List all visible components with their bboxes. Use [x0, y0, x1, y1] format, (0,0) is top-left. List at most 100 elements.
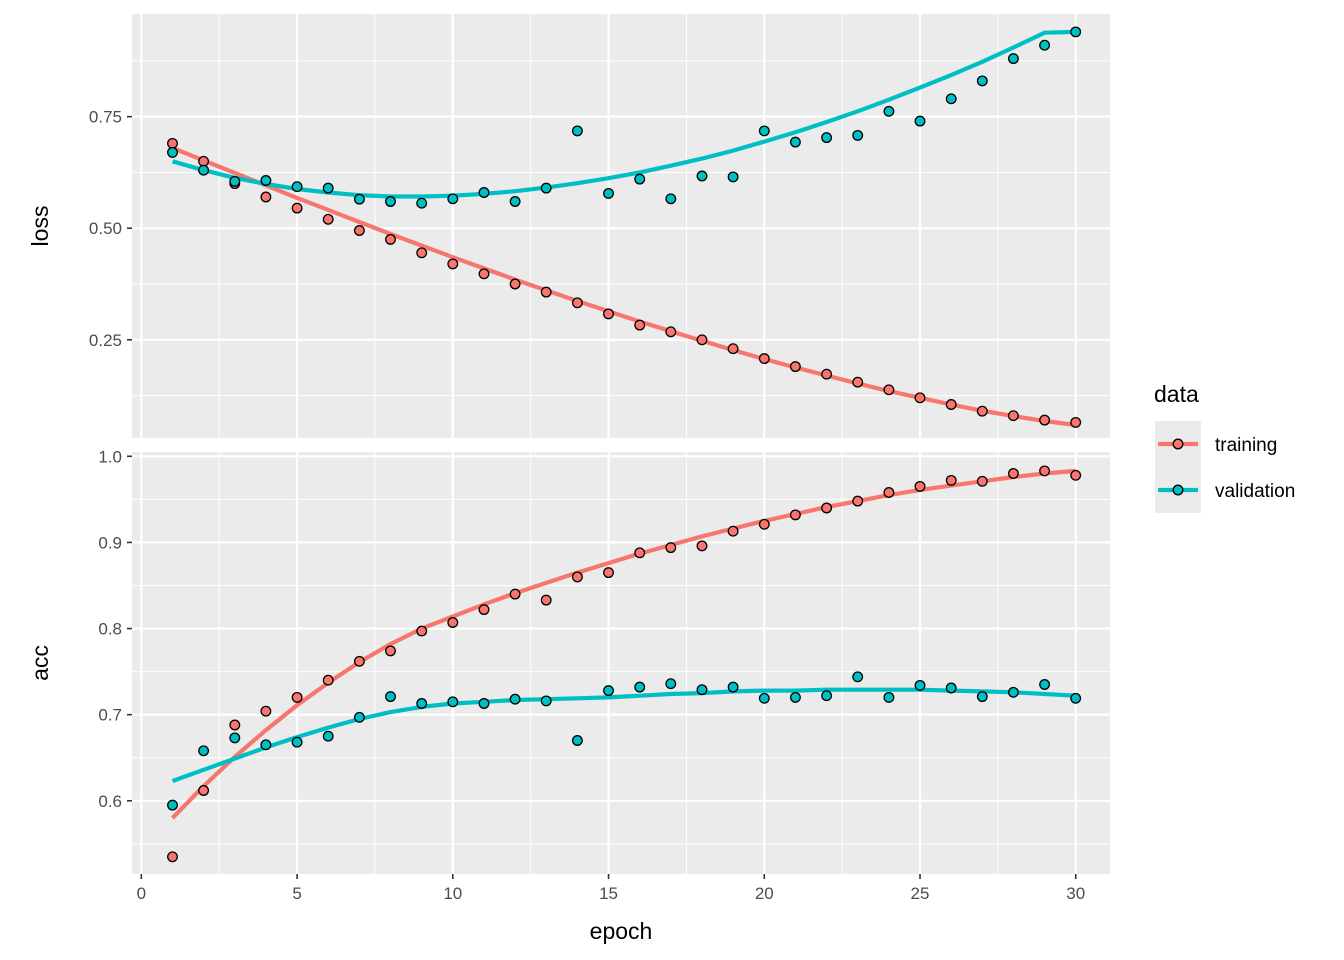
- data-point-validation: [758, 692, 770, 704]
- y-tick-label: 0.75: [89, 108, 122, 127]
- data-point-training: [852, 376, 864, 388]
- data-point-validation: [540, 695, 552, 707]
- data-point-validation: [976, 691, 988, 703]
- legend-item-validation: validation: [1155, 467, 1295, 513]
- data-point-validation: [727, 681, 739, 693]
- data-point-training: [260, 705, 272, 717]
- data-point-validation: [509, 196, 521, 207]
- data-point-training: [665, 542, 677, 554]
- data-point-validation: [883, 105, 895, 117]
- panel-background: [132, 452, 1110, 874]
- data-point-validation: [385, 691, 396, 703]
- data-point-validation: [260, 175, 272, 186]
- data-point-training: [385, 233, 396, 245]
- data-point-training: [571, 571, 583, 583]
- data-point-validation: [945, 682, 957, 694]
- legend-key-point: [1172, 438, 1184, 450]
- data-point-validation: [571, 735, 583, 746]
- data-point-validation: [353, 711, 365, 723]
- data-point-validation: [322, 730, 334, 742]
- data-point-training: [696, 540, 708, 552]
- data-point-training: [945, 474, 957, 486]
- x-tick-label: 30: [1066, 884, 1085, 903]
- data-point-training: [478, 268, 490, 280]
- data-point-validation: [634, 173, 646, 185]
- data-point-training: [385, 645, 396, 657]
- data-point-training: [821, 502, 833, 514]
- data-point-validation: [665, 193, 677, 205]
- data-point-training: [696, 334, 708, 346]
- data-point-validation: [789, 136, 801, 148]
- panel-loss: 0.25 0.50 0.75 loss: [27, 14, 1110, 438]
- data-point-training: [260, 191, 272, 203]
- data-point-validation: [478, 187, 490, 198]
- data-point-training: [821, 368, 833, 380]
- data-point-training: [540, 594, 552, 606]
- x-tick-label: 10: [443, 884, 462, 903]
- data-point-training: [1007, 468, 1019, 479]
- x-axis: 0 5 10 15 20 25 30 epoch: [137, 874, 1085, 944]
- data-point-training: [727, 343, 739, 355]
- data-point-training: [852, 495, 864, 507]
- data-point-validation: [291, 181, 303, 193]
- data-point-validation: [883, 691, 895, 703]
- legend-title: data: [1154, 381, 1199, 407]
- data-point-validation: [852, 671, 864, 683]
- y-tick-label: 0.50: [89, 219, 122, 238]
- data-point-training: [416, 625, 428, 637]
- data-point-validation: [1070, 692, 1082, 704]
- data-point-training: [509, 588, 521, 600]
- x-tick-label: 25: [911, 884, 930, 903]
- data-point-training: [353, 225, 365, 236]
- legend-label: training: [1215, 435, 1277, 456]
- fit-line-training: [170, 468, 1076, 820]
- data-point-training: [167, 137, 178, 149]
- data-point-training: [758, 353, 770, 365]
- data-point-validation: [385, 196, 396, 207]
- data-point-training: [789, 509, 801, 521]
- data-point-validation: [509, 693, 521, 705]
- x-tick-label: 5: [292, 884, 301, 903]
- data-point-training: [603, 567, 614, 579]
- legend: data training validation: [1154, 381, 1295, 513]
- data-point-training: [353, 655, 365, 667]
- x-axis-title: epoch: [590, 918, 653, 944]
- data-point-validation: [1039, 679, 1051, 690]
- data-point-validation: [696, 684, 708, 696]
- y-tick-label: 0.25: [89, 331, 122, 350]
- data-point-training: [447, 258, 459, 270]
- data-point-training: [945, 399, 957, 410]
- data-point-validation: [789, 691, 801, 703]
- data-point-validation: [1007, 686, 1019, 698]
- fit-line-validation: [171, 29, 1076, 199]
- data-point-training: [509, 278, 521, 290]
- data-point-training: [789, 361, 801, 373]
- data-point-validation: [447, 696, 459, 708]
- data-point-training: [634, 547, 646, 559]
- data-point-validation: [821, 690, 833, 702]
- data-point-validation: [416, 698, 428, 709]
- data-point-validation: [167, 799, 178, 811]
- data-point-validation: [914, 115, 926, 127]
- data-point-validation: [291, 736, 303, 748]
- data-point-training: [603, 308, 614, 320]
- y-tick-label: 0.6: [98, 792, 122, 811]
- data-point-training: [976, 405, 988, 417]
- data-point-training: [571, 297, 583, 309]
- data-point-validation: [914, 679, 926, 691]
- data-point-validation: [758, 125, 770, 137]
- y-tick-label: 0.8: [98, 620, 122, 639]
- data-point-training: [198, 785, 210, 796]
- data-point-training: [1039, 465, 1051, 477]
- data-point-validation: [416, 197, 428, 209]
- data-point-training: [914, 392, 926, 404]
- data-point-training: [758, 518, 770, 530]
- data-point-training: [634, 319, 646, 331]
- data-point-training: [447, 617, 459, 628]
- y-axis-title: acc: [27, 645, 53, 681]
- data-point-validation: [1007, 53, 1019, 65]
- y-axis-title: loss: [27, 206, 53, 247]
- data-point-training: [416, 247, 428, 259]
- x-tick-label: 20: [755, 884, 774, 903]
